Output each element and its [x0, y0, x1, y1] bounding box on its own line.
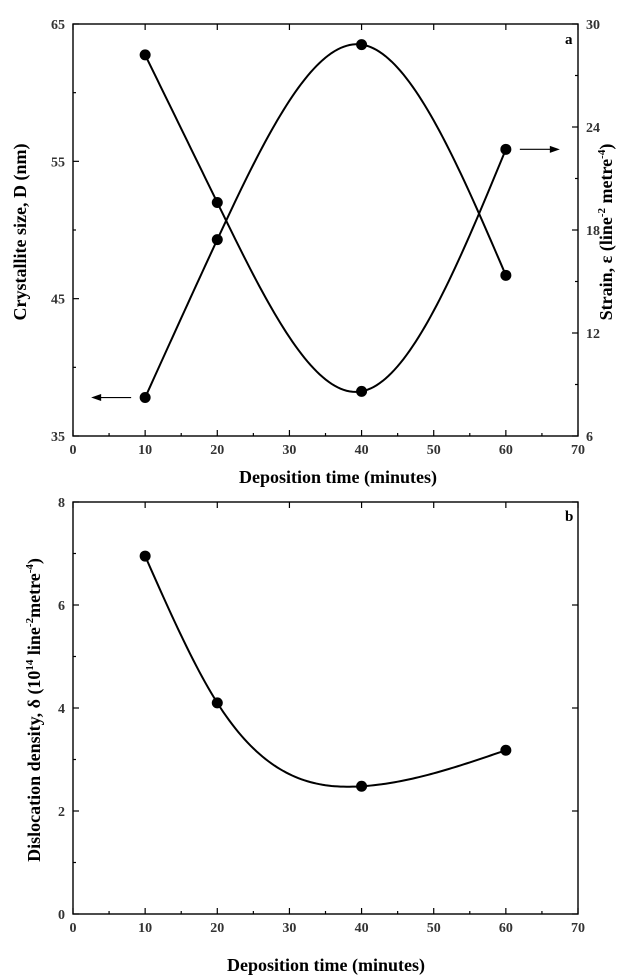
y2-tick-label: 12	[586, 327, 600, 342]
arrow-head	[91, 394, 102, 402]
data-point	[500, 744, 512, 756]
series-line-0	[144, 43, 507, 398]
x-tick-label: 70	[571, 443, 585, 458]
data-point	[211, 234, 223, 246]
panel-a-y2-axis-title: Strain, ε (line-2 metre-4)	[596, 144, 617, 321]
x-tick-label: 30	[282, 443, 296, 458]
data-point	[500, 143, 512, 155]
y-tick-label: 65	[51, 18, 65, 33]
x-tick-label: 40	[355, 443, 369, 458]
y2-tick-label: 6	[586, 430, 593, 445]
x-tick-label: 50	[427, 921, 441, 936]
x-tick-label: 10	[138, 921, 152, 936]
panel-a-label: a	[565, 32, 573, 48]
data-point	[356, 39, 368, 51]
data-point	[139, 392, 151, 404]
y-tick-label: 2	[58, 805, 65, 820]
data-point	[211, 697, 223, 709]
y2-tick-label: 30	[586, 18, 600, 33]
panel-b-y-axis-title: Dislocation density, δ (1014 line-2metre…	[24, 558, 45, 862]
x-tick-label: 20	[210, 443, 224, 458]
panel-a-x-axis-title: Deposition time (minutes)	[239, 467, 437, 488]
series-line-0	[144, 555, 507, 788]
x-tick-label: 70	[571, 921, 585, 936]
x-tick-label: 10	[138, 443, 152, 458]
x-tick-label: 0	[70, 443, 77, 458]
panel-b-label: b	[565, 509, 573, 525]
data-point	[211, 197, 223, 209]
x-tick-label: 60	[499, 443, 513, 458]
y2-tick-label: 18	[586, 224, 600, 239]
y-tick-label: 0	[58, 908, 65, 923]
x-tick-label: 50	[427, 443, 441, 458]
arrow-head	[549, 145, 560, 153]
x-tick-label: 20	[210, 921, 224, 936]
panel-b: b Deposition time (minutes) Dislocation …	[24, 496, 585, 976]
data-point	[356, 385, 368, 397]
y-tick-label: 55	[51, 155, 65, 170]
y-tick-label: 45	[51, 293, 65, 308]
y-tick-label: 35	[51, 430, 65, 445]
data-point	[500, 269, 512, 281]
x-tick-label: 0	[70, 921, 77, 936]
y-tick-label: 8	[58, 496, 65, 511]
panel-a-y-axis-title: Crystallite size, D (nm)	[10, 144, 31, 321]
data-point	[356, 780, 368, 792]
panel-b-x-axis-title: Deposition time (minutes)	[227, 955, 425, 976]
data-point	[139, 49, 151, 61]
x-tick-label: 40	[355, 921, 369, 936]
series-line-1	[144, 54, 507, 393]
plot-frame-0	[72, 23, 579, 437]
data-point	[139, 550, 151, 562]
y2-tick-label: 24	[586, 121, 600, 136]
x-tick-label: 60	[499, 921, 513, 936]
panel-a: a Deposition time (minutes) Crystallite …	[10, 18, 617, 488]
x-tick-label: 30	[282, 921, 296, 936]
y-tick-label: 6	[58, 599, 65, 614]
y-tick-label: 4	[58, 702, 65, 717]
